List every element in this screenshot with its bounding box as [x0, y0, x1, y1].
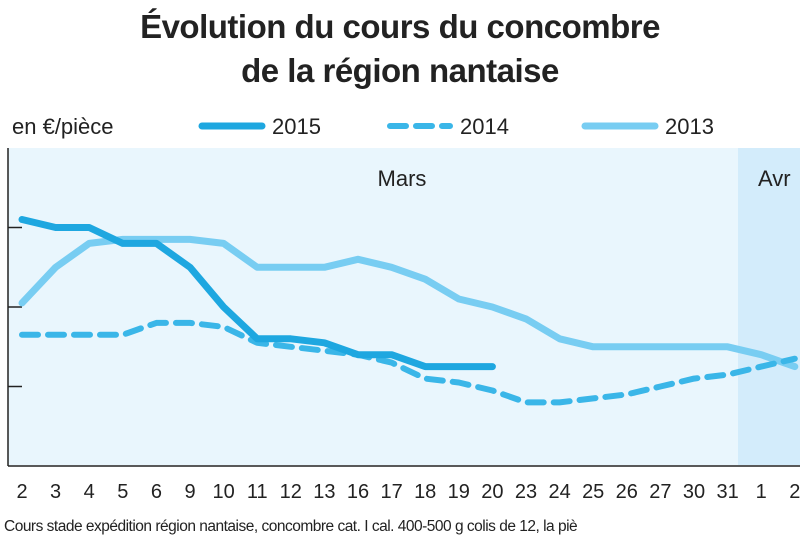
chart-title-line-1: Évolution du cours du concombre — [140, 8, 660, 45]
x-tick-label: 27 — [649, 481, 671, 503]
x-tick-label: 5 — [117, 481, 128, 503]
x-tick-label: 24 — [548, 481, 570, 503]
legend-label-2015: 2015 — [272, 114, 321, 139]
x-tick-label: 2 — [16, 481, 27, 503]
x-tick-label: 20 — [481, 481, 503, 503]
x-tick-label: 1 — [756, 481, 767, 503]
x-tick-label: 18 — [414, 481, 436, 503]
legend-label-2013: 2013 — [665, 114, 714, 139]
x-tick-label: 11 — [247, 481, 268, 503]
x-tick-label: 25 — [582, 481, 604, 503]
shaded-period-avr — [738, 148, 800, 465]
x-tick-label: 30 — [683, 481, 705, 503]
x-tick-label: 6 — [151, 481, 162, 503]
x-tick-label: 13 — [313, 481, 335, 503]
period-label-mars: Mars — [378, 166, 427, 191]
series-line-2013 — [18, 235, 799, 371]
period-label-avr: Avr — [758, 166, 791, 191]
x-tick-label: 12 — [280, 481, 302, 503]
x-tick-label: 2 — [789, 481, 800, 503]
legend: 2015 2014 2013 — [198, 114, 714, 139]
footnote: Cours stade expédition région nantaise, … — [4, 518, 577, 535]
series-line-2014 — [19, 319, 798, 406]
x-tick-label: 4 — [84, 481, 95, 503]
chart-title-line-2: de la région nantaise — [241, 52, 559, 89]
x-tick-label: 23 — [515, 481, 537, 503]
series-line-2015 — [18, 216, 496, 371]
x-tick-label: 19 — [448, 481, 470, 503]
x-tick-label: 9 — [184, 481, 195, 503]
x-tick-label: 16 — [347, 481, 369, 503]
legend-label-2014: 2014 — [460, 114, 509, 139]
plot-area — [8, 148, 800, 465]
y-axis-label: en €/pièce — [12, 114, 114, 139]
x-tick-label: 10 — [212, 481, 234, 503]
x-tick-label: 31 — [716, 481, 738, 503]
x-tick-label: 26 — [616, 481, 638, 503]
x-tick-label: 3 — [50, 481, 61, 503]
x-tick-label: 17 — [380, 481, 402, 503]
